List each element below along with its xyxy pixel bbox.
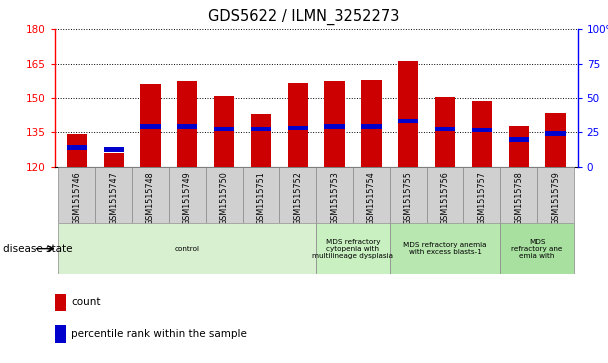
Text: GSM1515752: GSM1515752 bbox=[293, 171, 302, 225]
Text: GSM1515754: GSM1515754 bbox=[367, 171, 376, 225]
Bar bbox=[103, 153, 124, 167]
Bar bbox=[288, 126, 308, 130]
Bar bbox=[67, 134, 87, 167]
Bar bbox=[316, 223, 390, 274]
Bar bbox=[325, 81, 345, 167]
Bar bbox=[206, 167, 243, 223]
Text: percentile rank within the sample: percentile rank within the sample bbox=[72, 329, 247, 339]
Bar bbox=[508, 137, 529, 142]
Bar bbox=[177, 125, 198, 129]
Bar bbox=[435, 127, 455, 131]
Bar bbox=[243, 167, 279, 223]
Bar bbox=[325, 125, 345, 129]
Bar bbox=[361, 125, 382, 129]
Text: GSM1515747: GSM1515747 bbox=[109, 171, 118, 225]
Text: GSM1515753: GSM1515753 bbox=[330, 171, 339, 225]
Bar bbox=[472, 101, 492, 167]
Bar bbox=[95, 167, 132, 223]
Bar bbox=[398, 119, 418, 123]
Bar bbox=[103, 147, 124, 152]
Text: GDS5622 / ILMN_3252273: GDS5622 / ILMN_3252273 bbox=[209, 9, 399, 25]
Text: MDS refractory
cytopenia with
multilineage dysplasia: MDS refractory cytopenia with multilinea… bbox=[313, 238, 393, 259]
Bar bbox=[177, 81, 198, 167]
Bar bbox=[250, 127, 271, 131]
Bar bbox=[55, 326, 66, 343]
Text: MDS
refractory ane
emia with: MDS refractory ane emia with bbox=[511, 238, 563, 259]
Bar bbox=[353, 167, 390, 223]
Bar bbox=[140, 125, 161, 129]
Bar bbox=[390, 223, 500, 274]
Bar bbox=[537, 167, 574, 223]
Text: GSM1515758: GSM1515758 bbox=[514, 171, 523, 225]
Text: control: control bbox=[174, 246, 200, 252]
Text: GSM1515750: GSM1515750 bbox=[219, 171, 229, 225]
Text: MDS refractory anemia
with excess blasts-1: MDS refractory anemia with excess blasts… bbox=[403, 242, 487, 255]
Bar bbox=[361, 79, 382, 167]
Bar bbox=[288, 83, 308, 167]
Bar bbox=[169, 167, 206, 223]
Text: GSM1515757: GSM1515757 bbox=[477, 171, 486, 225]
Bar bbox=[508, 126, 529, 167]
Bar bbox=[545, 131, 565, 136]
Text: GSM1515755: GSM1515755 bbox=[404, 171, 413, 225]
Text: GSM1515749: GSM1515749 bbox=[183, 171, 192, 225]
Bar bbox=[250, 114, 271, 167]
Bar bbox=[316, 167, 353, 223]
Text: count: count bbox=[72, 297, 101, 307]
Bar bbox=[545, 113, 565, 167]
Text: GSM1515751: GSM1515751 bbox=[257, 171, 266, 225]
Bar bbox=[463, 167, 500, 223]
Bar bbox=[214, 96, 234, 167]
Bar bbox=[140, 84, 161, 167]
Text: GSM1515756: GSM1515756 bbox=[441, 171, 449, 225]
Text: GSM1515746: GSM1515746 bbox=[72, 171, 81, 225]
Bar bbox=[132, 167, 169, 223]
Bar bbox=[390, 167, 427, 223]
Bar bbox=[55, 294, 66, 311]
Bar bbox=[472, 128, 492, 132]
Bar bbox=[398, 61, 418, 167]
Bar bbox=[58, 167, 95, 223]
Bar bbox=[500, 167, 537, 223]
Bar bbox=[435, 97, 455, 167]
Bar bbox=[67, 145, 87, 150]
Text: GSM1515759: GSM1515759 bbox=[551, 171, 560, 225]
Bar bbox=[214, 127, 234, 131]
Bar bbox=[279, 167, 316, 223]
Bar bbox=[427, 167, 463, 223]
Text: disease state: disease state bbox=[3, 244, 72, 254]
Bar bbox=[500, 223, 574, 274]
Text: GSM1515748: GSM1515748 bbox=[146, 171, 155, 225]
Bar bbox=[58, 223, 316, 274]
